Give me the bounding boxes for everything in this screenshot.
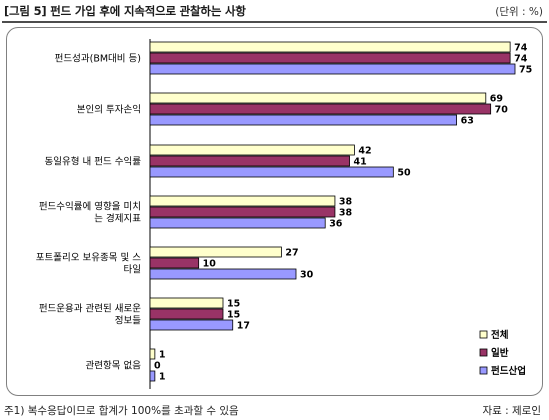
category-label-2-0: 동일유형 내 펀드 수익률	[45, 156, 142, 168]
footnote: 주1) 복수응답이므로 합계가 100%를 초과할 수 있음	[4, 405, 239, 417]
legend-swatch-일반	[479, 348, 488, 357]
data-label-전체-3: 38	[339, 197, 353, 208]
data-label-일반-0: 74	[514, 54, 528, 65]
unit-label: (단위 : %)	[495, 6, 543, 18]
bar-일반-0	[149, 52, 511, 64]
category-label-5-1: 정보들	[115, 316, 141, 327]
data-label-펀드산업-6: 1	[159, 372, 166, 383]
data-label-전체-4: 27	[285, 248, 298, 259]
figure-title: [그림 5] 펀드 가입 후에 지속적으로 관찰하는 사항	[4, 4, 246, 18]
bar-전체-5	[149, 297, 224, 309]
data-label-일반-1: 70	[495, 105, 509, 116]
data-label-펀드산업-4: 30	[300, 270, 314, 281]
bar-전체-0	[149, 41, 511, 53]
category-label-1-0: 본인의 투자손익	[77, 104, 141, 116]
bar-일반-4	[149, 257, 200, 269]
bar-일반-3	[149, 206, 336, 218]
bar-일반-1	[149, 103, 492, 115]
data-label-일반-5: 15	[227, 310, 240, 321]
data-label-펀드산업-0: 75	[519, 65, 532, 76]
bar-펀드산업-4	[149, 268, 297, 280]
bar-펀드산업-5	[149, 319, 234, 331]
bar-전체-2	[149, 144, 355, 156]
data-label-펀드산업-3: 36	[329, 219, 343, 230]
data-label-전체-5: 15	[227, 299, 240, 310]
bar-펀드산업-2	[149, 166, 394, 178]
data-label-펀드산업-5: 17	[237, 321, 250, 332]
category-label-5-0: 펀드운용과 관련된 새로운	[39, 303, 141, 315]
category-label-6-0: 관련항목 없음	[86, 360, 142, 372]
category-label-4-0: 포트폴리오 보유종목 및 스	[36, 252, 141, 264]
data-label-전체-0: 74	[514, 43, 528, 54]
data-label-일반-4: 10	[203, 259, 217, 270]
legend-swatch-전체	[479, 330, 488, 339]
data-label-펀드산업-2: 50	[397, 168, 411, 179]
data-label-전체-6: 1	[159, 350, 166, 361]
data-label-일반-2: 41	[354, 157, 367, 168]
bar-전체-4	[149, 246, 282, 258]
source-label: 자료 : 제로인	[482, 405, 541, 417]
category-label-0-0: 펀드성과(BM대비 등)	[55, 54, 141, 65]
category-label-3-0: 펀드수익률에 영향을 미치	[39, 201, 141, 213]
bar-펀드산업-0	[149, 63, 516, 75]
legend-label-일반: 일반	[491, 347, 509, 359]
bar-전체-6	[149, 348, 156, 360]
data-label-전체-2: 42	[358, 146, 371, 157]
legend-swatch-펀드산업	[479, 366, 488, 375]
legend-label-펀드산업: 펀드산업	[491, 365, 526, 377]
legend-label-전체: 전체	[491, 329, 508, 341]
data-label-전체-1: 69	[490, 94, 503, 105]
category-label-4-1: 타일	[124, 265, 141, 276]
bar-일반-5	[149, 308, 224, 320]
data-label-일반-3: 38	[339, 208, 353, 219]
category-label-3-1: 는 경제지표	[94, 213, 141, 225]
data-label-펀드산업-1: 63	[461, 116, 474, 127]
bar-펀드산업-1	[149, 114, 458, 126]
header-divider	[2, 21, 547, 23]
bar-전체-3	[149, 195, 336, 207]
data-label-일반-6: 0	[154, 361, 161, 372]
bar-전체-1	[149, 92, 487, 104]
bar-일반-2	[149, 155, 350, 167]
bar-펀드산업-3	[149, 217, 326, 229]
bar-펀드산업-6	[149, 370, 156, 382]
